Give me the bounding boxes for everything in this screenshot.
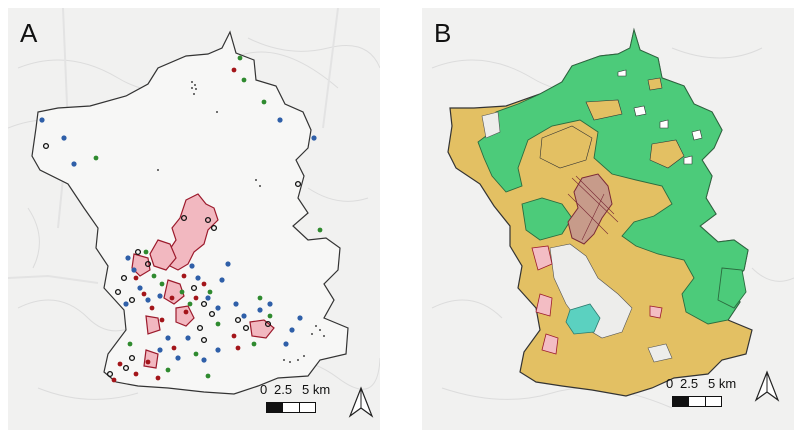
- yellow-pockets: [539, 77, 685, 169]
- panel-b-label: B: [434, 18, 452, 48]
- hatched-cluster: [567, 173, 619, 245]
- white-holes: [617, 69, 703, 165]
- scale-tick-5km: 5 km: [302, 382, 331, 397]
- scale-bar-a: 0 2.5 5 km: [260, 382, 350, 416]
- blue-points: [39, 117, 317, 363]
- map-a-canvas: [8, 8, 380, 400]
- pink-class-patches: [531, 245, 663, 355]
- red-patches: [131, 193, 275, 369]
- hollow-circle-points: [42, 142, 302, 378]
- red-points: [111, 67, 241, 383]
- scale-bar-b: 0 2.5 5 km: [666, 376, 756, 410]
- cyan-class-area: [565, 303, 601, 335]
- scale-bar-graphic: [672, 396, 722, 407]
- north-arrow-icon: [754, 370, 780, 402]
- scale-tick-0: 0: [666, 376, 674, 391]
- small-dots: [157, 81, 325, 363]
- map-panel-b: B 0 2.5 5 km: [422, 8, 794, 430]
- scale-tick-2-5: 2.5: [274, 382, 293, 397]
- map-panel-a: A 0 2.5 5 km: [8, 8, 380, 430]
- green-class-south: [521, 197, 573, 241]
- panel-a-label: A: [20, 18, 38, 48]
- map-b-canvas: [431, 27, 794, 409]
- scale-tick-2-5: 2.5: [680, 376, 699, 391]
- north-arrow-icon: [348, 386, 374, 418]
- green-points: [93, 55, 323, 379]
- scale-tick-5km: 5 km: [708, 376, 737, 391]
- green-class-east: [717, 267, 747, 309]
- gray-class-areas: [481, 111, 673, 363]
- scale-tick-0: 0: [260, 382, 268, 397]
- scale-bar-graphic: [266, 402, 316, 413]
